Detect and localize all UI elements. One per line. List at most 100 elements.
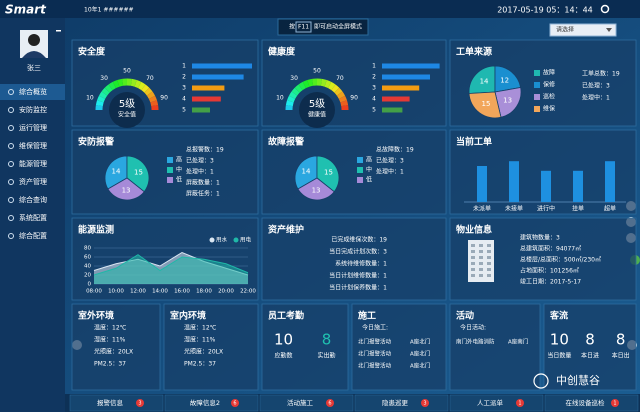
bar-label: 2 bbox=[182, 74, 186, 81]
menu-icon bbox=[8, 107, 14, 113]
list-heading: 今日活动: bbox=[460, 324, 486, 332]
x-tick-label: 16:00 bbox=[174, 289, 190, 295]
menu-toggle[interactable] bbox=[56, 30, 61, 32]
gauge-arc bbox=[328, 81, 336, 91]
bar bbox=[192, 107, 210, 113]
pie-slice bbox=[468, 65, 496, 94]
panel-title: 工单来源 bbox=[456, 46, 492, 58]
gauge-arc bbox=[331, 84, 340, 93]
panel-title: 当前工单 bbox=[456, 136, 492, 148]
info-line: 竣工日期：2017-5-17 bbox=[520, 278, 581, 286]
legend-label: 用水 bbox=[216, 236, 228, 244]
gauge-tick: 90 bbox=[350, 94, 358, 101]
panel-title: 客流 bbox=[549, 310, 568, 322]
count-label: 实出勤 bbox=[317, 352, 335, 360]
user-name: 张三 bbox=[27, 63, 41, 72]
gauge-arc bbox=[95, 100, 104, 107]
panel bbox=[163, 303, 259, 391]
info-line: 总建筑面积：94077㎡ bbox=[520, 245, 581, 253]
panel-title: 活动 bbox=[456, 310, 474, 322]
window bbox=[487, 250, 491, 253]
env-line: PM2.5：37 bbox=[94, 361, 126, 368]
info-line: 总楼层/总面积：500㎡/230㎡ bbox=[520, 256, 601, 264]
notice-box bbox=[277, 18, 369, 36]
notice-after: 即可启动全屏模式 bbox=[314, 23, 362, 31]
notice-before: 按 bbox=[289, 23, 295, 31]
bar bbox=[192, 85, 225, 91]
menu-item: 综合配置 bbox=[19, 231, 47, 240]
env-line: 湿度：11% bbox=[94, 336, 126, 344]
y-tick-label: 20 bbox=[84, 273, 91, 279]
gauge-arc bbox=[302, 80, 310, 89]
legend-swatch bbox=[167, 167, 173, 173]
watermark-icon bbox=[533, 373, 549, 389]
x-tick-label: 12:00 bbox=[130, 289, 146, 295]
gauge-center bbox=[299, 92, 335, 128]
gauge-arc bbox=[104, 84, 113, 93]
count-value: 8 bbox=[322, 331, 332, 349]
menu-item: 资产管理 bbox=[19, 177, 47, 186]
menu-item: 维保管理 bbox=[19, 141, 47, 150]
window bbox=[471, 244, 475, 247]
pie-slice bbox=[494, 65, 522, 93]
tab[interactable] bbox=[69, 394, 164, 412]
legend-label: 维保 bbox=[543, 105, 555, 113]
tab[interactable] bbox=[259, 394, 354, 412]
slice-label: 12 bbox=[500, 76, 509, 84]
avatar-body bbox=[22, 51, 46, 58]
pie-slice bbox=[126, 155, 150, 193]
list-cell: 北门报警活动 bbox=[358, 350, 392, 358]
gauge-center bbox=[109, 92, 145, 128]
list-cell: A座南门 bbox=[508, 338, 528, 346]
y-tick-label: 60 bbox=[84, 255, 91, 261]
bar bbox=[382, 85, 420, 91]
settings-icon[interactable] bbox=[600, 4, 610, 14]
list-heading: 今日施工: bbox=[362, 324, 388, 332]
panel-title: 能源监测 bbox=[78, 224, 114, 236]
select-box[interactable] bbox=[549, 23, 617, 37]
count-label: 本日出 bbox=[612, 352, 630, 360]
panel-title: 物业信息 bbox=[456, 224, 492, 236]
legend-swatch bbox=[167, 177, 173, 183]
user-code: 10年1 ###### bbox=[84, 6, 134, 14]
stat: 处理中：1 bbox=[186, 168, 214, 176]
gauge-level: 5级 bbox=[309, 98, 325, 110]
bar-label: 3 bbox=[372, 85, 376, 92]
tab[interactable] bbox=[354, 394, 449, 412]
select-text[interactable]: 请选择 bbox=[556, 26, 574, 34]
window bbox=[479, 244, 483, 247]
gauge-arc bbox=[288, 91, 298, 99]
bar bbox=[605, 161, 615, 202]
bar bbox=[382, 96, 410, 102]
gauge-arc bbox=[138, 81, 146, 91]
x-tick-label: 18:00 bbox=[196, 289, 212, 295]
panel-title: 健康度 bbox=[268, 46, 296, 58]
gauge-arc bbox=[108, 81, 116, 91]
panel-title: 资产维护 bbox=[268, 224, 304, 236]
gauge-arc bbox=[141, 84, 150, 93]
count-value: 10 bbox=[550, 331, 569, 349]
slice-label: 15 bbox=[134, 168, 143, 176]
pie-slice bbox=[297, 177, 335, 201]
tab[interactable] bbox=[544, 394, 639, 412]
legend-swatch bbox=[534, 82, 540, 88]
legend-swatch bbox=[357, 177, 363, 183]
legend-swatch bbox=[534, 70, 540, 76]
y-tick-label: 80 bbox=[84, 246, 91, 252]
gauge-arc bbox=[146, 91, 156, 99]
tab[interactable] bbox=[449, 394, 544, 412]
legend-label: 故障 bbox=[543, 69, 555, 77]
x-tick-label: 未接单 bbox=[505, 205, 523, 213]
gauge-arc bbox=[101, 87, 110, 96]
panel bbox=[71, 303, 161, 391]
sidebar bbox=[0, 18, 65, 412]
logo: Smart bbox=[5, 3, 47, 17]
legend-swatch bbox=[357, 157, 363, 163]
x-tick-label: 进行中 bbox=[537, 205, 555, 213]
menu-icon bbox=[8, 215, 14, 221]
info-line: 已完成维保次数：19 bbox=[331, 236, 387, 244]
stat: 总故障数：19 bbox=[376, 146, 414, 154]
watermark: 中创慧谷 bbox=[556, 373, 600, 387]
tab-count: 3 bbox=[423, 401, 426, 407]
tab[interactable] bbox=[164, 394, 259, 412]
